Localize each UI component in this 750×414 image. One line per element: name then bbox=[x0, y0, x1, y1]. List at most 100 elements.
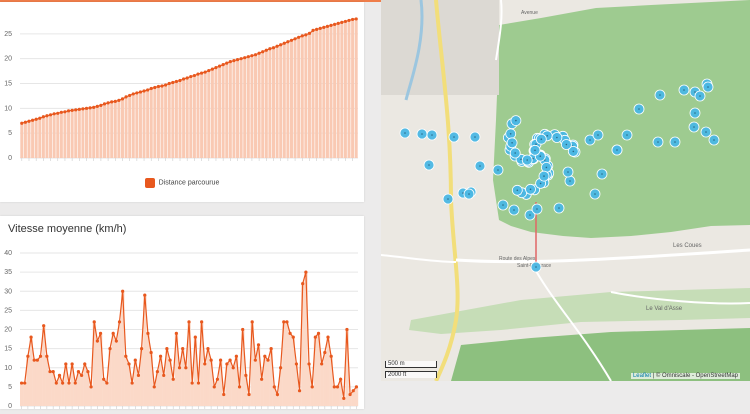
data-point[interactable] bbox=[311, 28, 315, 32]
data-bar[interactable] bbox=[272, 47, 275, 158]
data-point[interactable] bbox=[167, 81, 171, 86]
data-point[interactable] bbox=[300, 34, 304, 38]
data-bar[interactable] bbox=[70, 110, 74, 158]
data-bar[interactable] bbox=[113, 101, 117, 158]
data-point[interactable] bbox=[51, 369, 55, 374]
data-bar[interactable] bbox=[167, 83, 171, 159]
data-bar[interactable] bbox=[246, 56, 250, 158]
data-bar[interactable] bbox=[311, 30, 315, 158]
data-point[interactable] bbox=[138, 90, 143, 94]
data-point[interactable] bbox=[297, 35, 301, 39]
data-bar[interactable] bbox=[149, 88, 153, 158]
data-point[interactable] bbox=[110, 100, 114, 104]
data-point[interactable] bbox=[199, 71, 204, 75]
data-point[interactable] bbox=[133, 358, 137, 362]
data-point[interactable] bbox=[190, 381, 194, 385]
data-point[interactable] bbox=[332, 385, 336, 389]
data-point[interactable] bbox=[340, 20, 344, 25]
data-point[interactable] bbox=[160, 84, 164, 88]
data-bar[interactable] bbox=[131, 93, 135, 158]
data-bar[interactable] bbox=[174, 81, 178, 158]
data-point[interactable] bbox=[225, 362, 229, 366]
data-point[interactable] bbox=[74, 108, 78, 112]
data-bar[interactable] bbox=[74, 109, 78, 158]
data-bar[interactable] bbox=[27, 121, 31, 158]
data-point[interactable] bbox=[253, 358, 257, 362]
data-bar[interactable] bbox=[182, 79, 186, 158]
data-point[interactable] bbox=[329, 23, 333, 27]
map-canvas[interactable]: Les Coues Route des Alpes Saint-Pancrace… bbox=[381, 0, 750, 381]
data-point[interactable] bbox=[212, 385, 216, 389]
data-point[interactable] bbox=[127, 362, 131, 366]
data-point[interactable] bbox=[168, 358, 172, 362]
data-point[interactable] bbox=[27, 119, 31, 123]
data-point[interactable] bbox=[244, 373, 248, 377]
data-point[interactable] bbox=[42, 324, 46, 328]
data-bar[interactable] bbox=[138, 91, 142, 158]
data-bar[interactable] bbox=[59, 112, 63, 158]
data-bar[interactable] bbox=[142, 90, 146, 158]
data-point[interactable] bbox=[250, 54, 254, 58]
data-point[interactable] bbox=[120, 97, 125, 101]
data-bar[interactable] bbox=[264, 50, 268, 159]
data-bar[interactable] bbox=[110, 101, 114, 158]
data-point[interactable] bbox=[162, 373, 166, 377]
data-point[interactable] bbox=[256, 343, 261, 347]
data-bar[interactable] bbox=[189, 76, 193, 158]
data-bar[interactable] bbox=[67, 110, 71, 158]
distance-legend[interactable]: Distance parcourue bbox=[0, 178, 364, 188]
data-point[interactable] bbox=[322, 25, 326, 29]
data-point[interactable] bbox=[266, 358, 270, 362]
data-bar[interactable] bbox=[257, 53, 261, 158]
data-bar[interactable] bbox=[279, 44, 283, 159]
data-point[interactable] bbox=[54, 381, 58, 385]
data-point[interactable] bbox=[106, 101, 110, 105]
data-point[interactable] bbox=[143, 293, 147, 297]
data-bar[interactable] bbox=[146, 89, 150, 158]
data-bar[interactable] bbox=[297, 37, 301, 159]
data-point[interactable] bbox=[210, 67, 214, 71]
data-bar[interactable] bbox=[185, 78, 189, 158]
data-bar[interactable] bbox=[99, 105, 103, 158]
data-point[interactable] bbox=[102, 102, 107, 106]
data-point[interactable] bbox=[57, 373, 62, 377]
data-point[interactable] bbox=[272, 385, 276, 389]
data-bar[interactable] bbox=[85, 108, 89, 158]
data-bar[interactable] bbox=[243, 57, 247, 158]
data-bar[interactable] bbox=[128, 95, 132, 158]
data-bar[interactable] bbox=[300, 35, 304, 158]
data-point[interactable] bbox=[105, 381, 109, 385]
data-point[interactable] bbox=[29, 335, 33, 339]
data-bar[interactable] bbox=[178, 80, 182, 158]
data-point[interactable] bbox=[325, 24, 330, 28]
data-bar[interactable] bbox=[41, 116, 45, 158]
data-point[interactable] bbox=[342, 396, 346, 400]
data-bar[interactable] bbox=[95, 106, 99, 158]
data-point[interactable] bbox=[222, 392, 226, 397]
data-point[interactable] bbox=[203, 362, 207, 366]
data-point[interactable] bbox=[184, 366, 188, 370]
data-point[interactable] bbox=[142, 89, 146, 93]
data-point[interactable] bbox=[297, 389, 302, 393]
data-bar[interactable] bbox=[192, 75, 196, 158]
data-point[interactable] bbox=[30, 118, 35, 122]
data-point[interactable] bbox=[156, 84, 161, 89]
data-point[interactable] bbox=[52, 112, 56, 116]
data-point[interactable] bbox=[131, 92, 135, 96]
data-point[interactable] bbox=[41, 115, 45, 119]
data-point[interactable] bbox=[95, 104, 99, 108]
data-point[interactable] bbox=[124, 354, 128, 358]
data-bar[interactable] bbox=[45, 115, 49, 158]
data-point[interactable] bbox=[153, 85, 157, 90]
data-point[interactable] bbox=[88, 106, 92, 110]
data-point[interactable] bbox=[38, 116, 42, 120]
data-point[interactable] bbox=[67, 381, 71, 385]
data-bar[interactable] bbox=[38, 118, 42, 158]
data-point[interactable] bbox=[257, 51, 261, 55]
data-point[interactable] bbox=[185, 76, 189, 80]
data-point[interactable] bbox=[111, 331, 115, 335]
data-point[interactable] bbox=[326, 335, 330, 339]
data-point[interactable] bbox=[117, 320, 122, 324]
data-bar[interactable] bbox=[92, 107, 96, 158]
data-point[interactable] bbox=[56, 111, 60, 115]
